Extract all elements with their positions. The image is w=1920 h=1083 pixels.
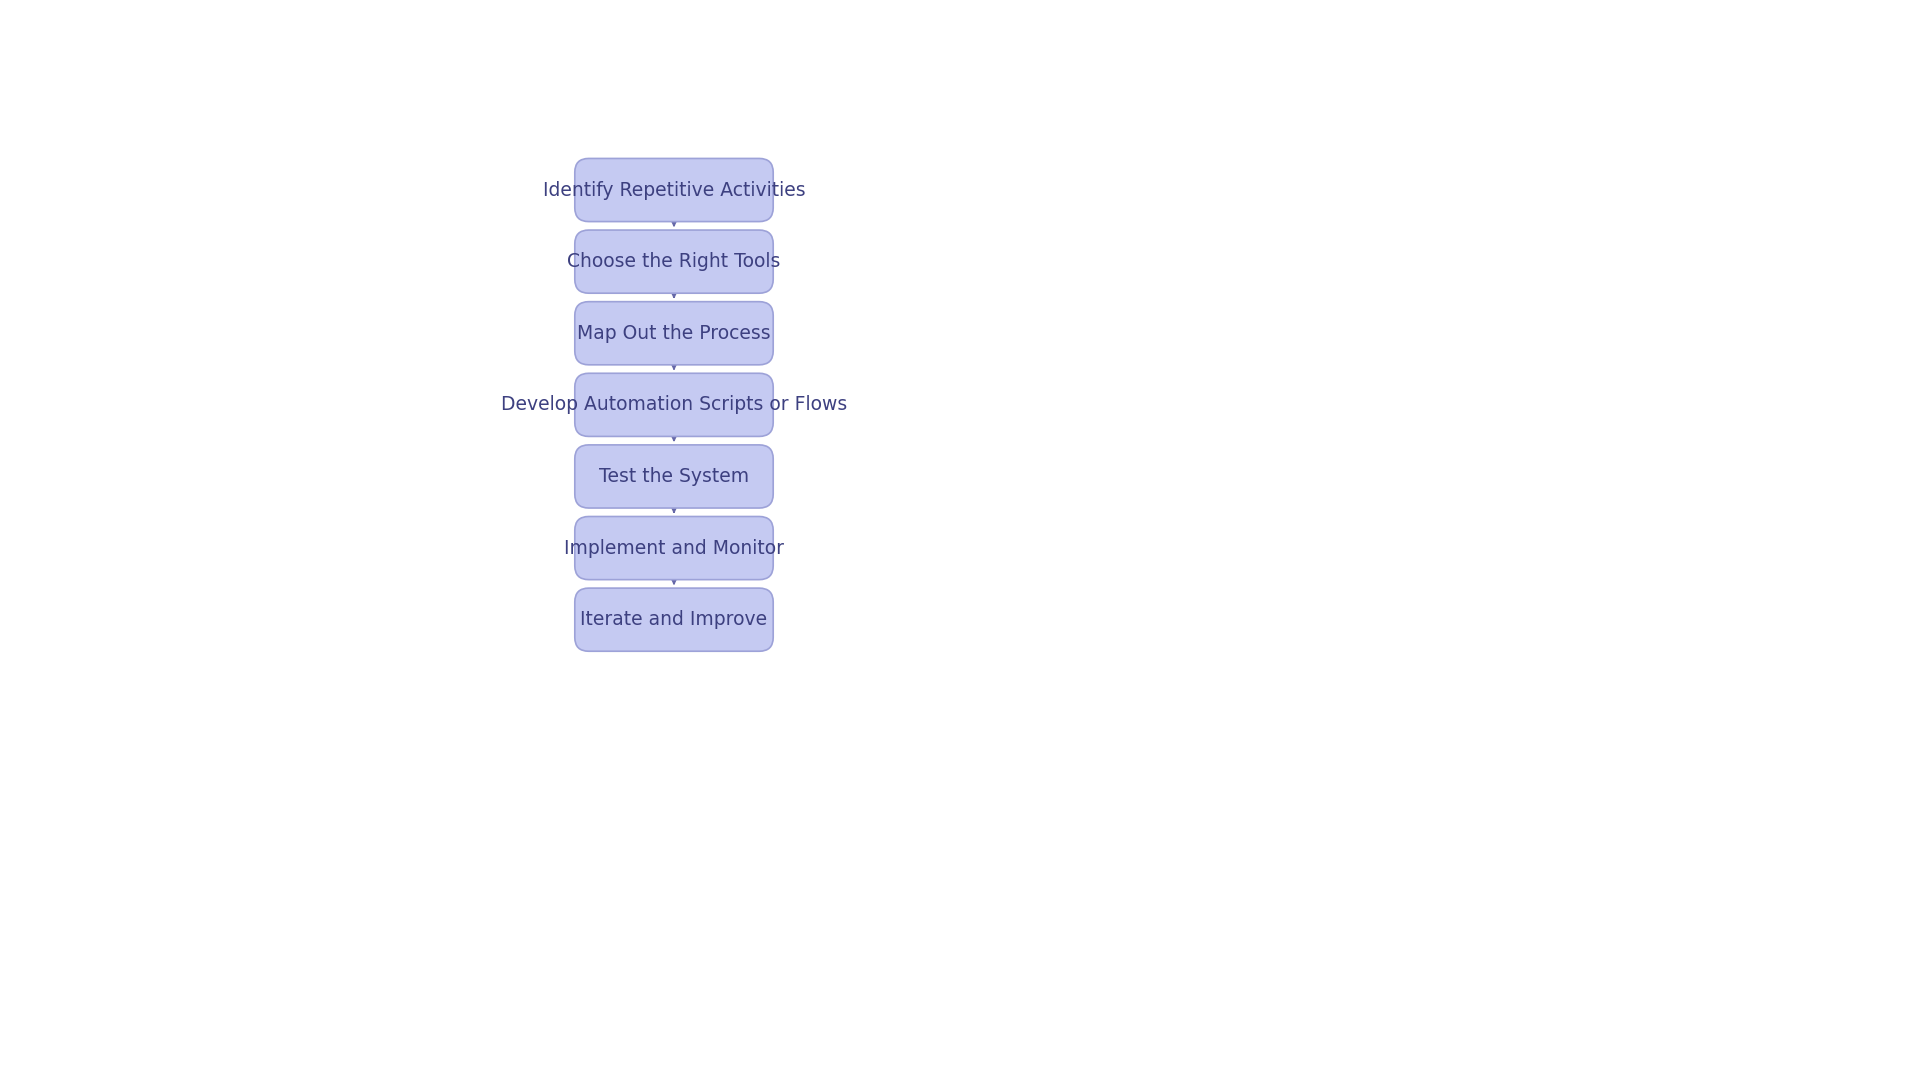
Text: Test the System: Test the System [599,467,749,486]
FancyBboxPatch shape [574,374,774,436]
Text: Map Out the Process: Map Out the Process [578,324,770,342]
FancyBboxPatch shape [574,517,774,579]
Text: Implement and Monitor: Implement and Monitor [564,538,783,558]
FancyBboxPatch shape [574,302,774,365]
Text: Choose the Right Tools: Choose the Right Tools [566,252,781,271]
Text: Identify Repetitive Activities: Identify Repetitive Activities [543,181,804,199]
FancyBboxPatch shape [574,158,774,222]
Text: Iterate and Improve: Iterate and Improve [580,610,768,629]
FancyBboxPatch shape [574,445,774,508]
Text: Develop Automation Scripts or Flows: Develop Automation Scripts or Flows [501,395,847,415]
FancyBboxPatch shape [574,588,774,651]
FancyBboxPatch shape [574,230,774,293]
